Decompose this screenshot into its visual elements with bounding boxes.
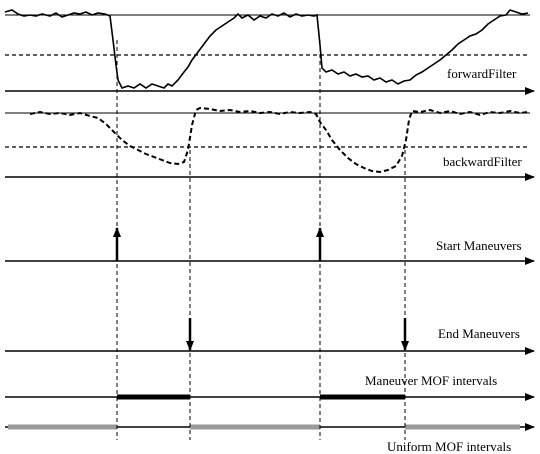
start-maneuvers-label: Start Maneuvers (436, 238, 522, 253)
forward-filter-signal (4, 9, 529, 89)
end-maneuvers-label: End Maneuvers (438, 326, 520, 341)
forward-filter-label: forwardFilter (447, 66, 517, 81)
backward-filter-signal (29, 106, 529, 174)
maneuver-mof-label: Maneuver MOF intervals (365, 373, 497, 388)
uniform-mof-label: Uniform MOF intervals (387, 439, 511, 454)
backward-filter-label: backwardFilter (443, 154, 522, 169)
